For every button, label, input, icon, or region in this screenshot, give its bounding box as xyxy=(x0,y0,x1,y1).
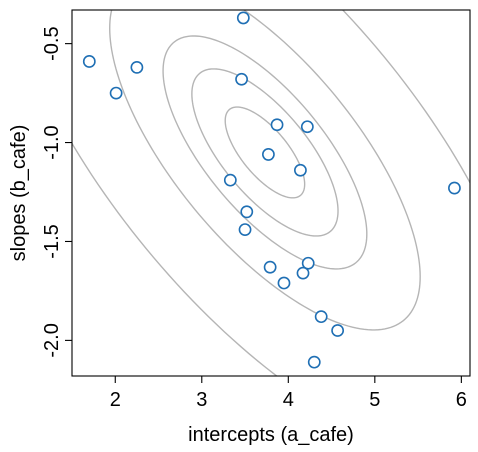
data-point xyxy=(331,324,345,337)
data-point xyxy=(82,55,96,68)
points-layer xyxy=(82,11,461,369)
y-tick-label: -2.0 xyxy=(41,323,63,357)
y-tick-label: -0.5 xyxy=(41,26,63,60)
x-tick-label: 6 xyxy=(456,389,467,411)
x-axis-label: intercepts (a_cafe) xyxy=(188,424,354,446)
plot-frame xyxy=(71,9,471,377)
data-point xyxy=(238,223,252,236)
x-tick-label: 4 xyxy=(283,389,294,411)
x-tick-label: 5 xyxy=(369,389,380,411)
data-point xyxy=(294,163,307,177)
data-point xyxy=(223,173,237,187)
data-point xyxy=(109,86,123,100)
data-point xyxy=(263,260,277,274)
data-point xyxy=(301,256,315,270)
x-tick-label: 3 xyxy=(196,389,207,411)
data-point xyxy=(277,276,291,290)
y-axis-label: slopes (b_cafe) xyxy=(8,125,30,262)
data-point xyxy=(307,355,321,369)
data-point xyxy=(314,310,328,324)
x-tick-label: 2 xyxy=(110,389,121,411)
data-point xyxy=(130,60,144,74)
data-point xyxy=(296,266,310,280)
y-tick-label: -1.5 xyxy=(41,224,63,258)
data-point xyxy=(240,205,254,219)
contour-ellipse xyxy=(191,68,339,237)
data-point xyxy=(262,148,275,161)
data-point xyxy=(448,181,461,195)
data-point xyxy=(270,118,284,132)
contour-ellipse xyxy=(109,10,421,331)
y-axis: -2.0 -1.5 -1.0 -0.5 xyxy=(41,26,72,358)
contour-ellipse xyxy=(224,106,306,199)
data-point xyxy=(300,120,314,134)
data-point xyxy=(236,11,250,25)
x-axis: 2 3 4 5 6 xyxy=(110,376,467,411)
y-tick-label: -1.0 xyxy=(41,125,63,159)
contour-ellipse xyxy=(162,35,368,270)
data-point xyxy=(235,72,248,86)
